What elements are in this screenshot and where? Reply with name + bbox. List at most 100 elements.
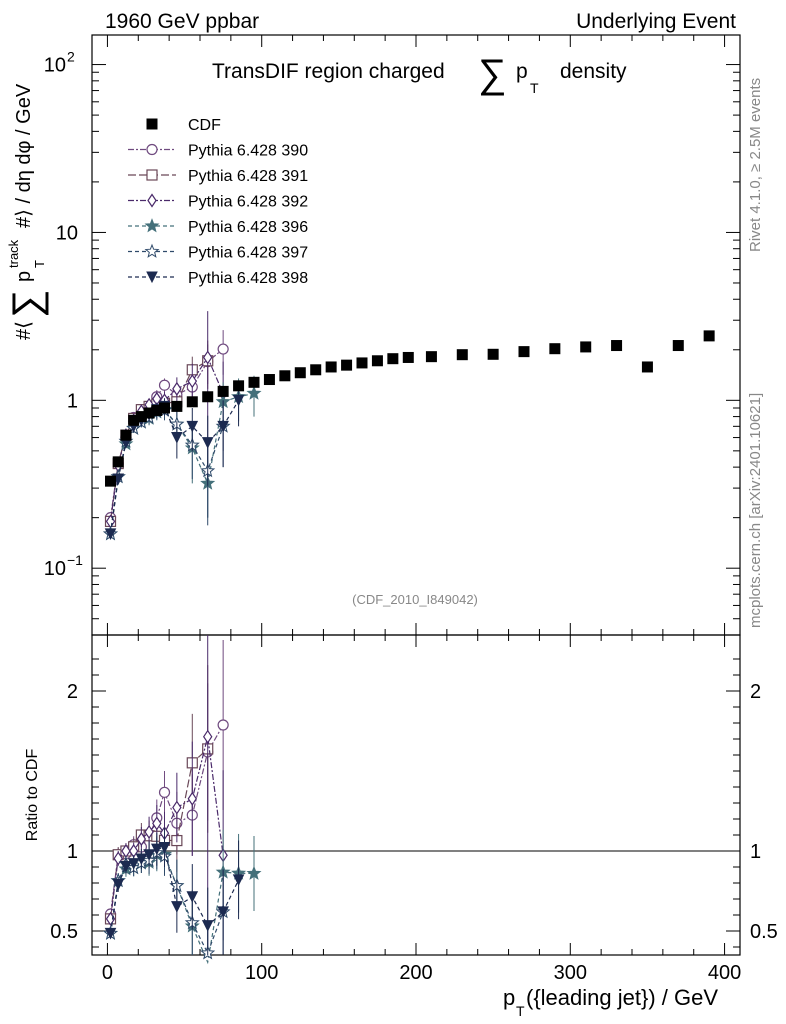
mc-point [104, 528, 117, 541]
ratio-point [171, 901, 183, 913]
mc-series-line [109, 356, 224, 522]
cdf-data-point [425, 351, 437, 363]
legend-label: Pythia 6.428 398 [188, 270, 308, 287]
energy-label: 1960 GeV ppbar [105, 10, 259, 33]
rivet-label: Rivet 4.1.0, ≥ 2.5M events [747, 78, 764, 252]
x-tick-label: 300 [554, 962, 587, 984]
legend-item: Pythia 6.428 391 [128, 168, 308, 185]
mc-point [186, 420, 199, 433]
cdf-data-point [356, 357, 368, 369]
mc-point [172, 381, 182, 396]
cdf-data-point [518, 346, 530, 358]
ratio-point [158, 786, 171, 798]
cdf-data-point [402, 351, 414, 363]
cdf-data-point [143, 407, 155, 419]
cdf-data-point [341, 359, 353, 371]
y-axis-label: #⟨ ∑ p track T #⟩ / dη dφ / GeV [5, 83, 49, 340]
legend-marker [144, 218, 160, 233]
cdf-data-point [135, 411, 147, 423]
x-tick-label: 0 [102, 962, 113, 984]
cdf-data-point [159, 402, 171, 414]
cdf-data-point [202, 391, 214, 403]
cdf-data-point [151, 404, 163, 416]
ratio-point [202, 729, 213, 744]
ratio-point [217, 906, 229, 919]
ylabel-sup: track [6, 239, 21, 268]
process-label: Underlying Event [576, 10, 736, 33]
legend-label: Pythia 6.428 392 [188, 194, 308, 211]
y-tick-base: 10 [44, 55, 66, 77]
ratio-point [143, 849, 155, 861]
cdf-data-point [580, 341, 592, 353]
x-tick-label: 200 [399, 962, 432, 984]
ratio-point [104, 927, 117, 940]
ratio-series-group [102, 635, 262, 965]
mc-point [217, 343, 229, 355]
cdf-data-point [294, 367, 306, 379]
ratio-point [135, 853, 148, 866]
cdf-data-point [263, 374, 275, 386]
ratio-point [201, 920, 214, 932]
ratio-tick-label: 1 [67, 841, 78, 863]
ratio-point [144, 824, 154, 840]
ylabel-prefix: #⟨ [13, 321, 35, 340]
legend-label: Pythia 6.428 390 [188, 143, 308, 160]
ratio-tick-label-right: 0.5 [750, 921, 778, 943]
cdf-data-point [112, 456, 124, 468]
cdf-data-point [120, 429, 132, 441]
legend-label: Pythia 6.428 396 [188, 219, 308, 236]
ratio-tick-label: 2 [67, 681, 78, 703]
cdf-data-point [487, 348, 499, 360]
legend-item: Pythia 6.428 398 [128, 270, 308, 287]
ratio-point [158, 841, 171, 854]
x-tick-label: 400 [708, 962, 741, 984]
xlabel-p: p [503, 985, 515, 1010]
y-tick-exp: 2 [67, 49, 75, 65]
xlabel-rest: ({leading jet}) / GeV [526, 985, 718, 1010]
cdf-data-point [672, 340, 684, 352]
legend-marker [144, 243, 160, 258]
mc-point [246, 385, 262, 400]
legend-marker [147, 193, 157, 208]
mc-point [171, 432, 183, 444]
ratio-series-line [109, 736, 224, 919]
legend-label: CDF [188, 117, 221, 134]
title-prefix: TransDIF region charged [212, 60, 445, 83]
ratio-point [186, 891, 199, 903]
ratio-point [120, 860, 132, 873]
ratio-series [104, 640, 229, 920]
cdf-data-point [310, 364, 322, 376]
legend: CDF Pythia 6.428 390 Pythia 6.428 391 Pythi… [128, 117, 308, 287]
legend-marker [146, 271, 158, 284]
y-tick-exp: −1 [67, 552, 83, 568]
y-tick-label: 10 −1 [44, 552, 83, 580]
cdf-data-point [105, 475, 117, 487]
ylabel-sum: ∑ [5, 289, 49, 318]
cdf-data-point [233, 380, 245, 392]
ratio-tick-label: 0.5 [50, 921, 78, 943]
xlabel-sub: T [516, 1003, 525, 1019]
mc-point [201, 437, 214, 449]
title-sum: ∑ [478, 52, 507, 96]
cdf-data-point [171, 400, 183, 412]
legend-marker [146, 169, 158, 181]
y-tick-base: 1 [67, 390, 78, 412]
title-suffix: density [560, 60, 627, 83]
cdf-data-point [217, 385, 229, 397]
ratio-point [112, 878, 125, 891]
legend-label: Pythia 6.428 397 [188, 245, 308, 262]
legend-label: Pythia 6.428 391 [188, 168, 308, 185]
cdf-data-point [549, 343, 561, 355]
y-tick-label: 1 [67, 390, 78, 412]
mcplots-label: mcplots.cern.ch [arXiv:2401.10621] [747, 393, 764, 628]
cdf-data-point [371, 355, 383, 367]
mc-series [102, 400, 231, 541]
ratio-panel-frame [91, 634, 741, 956]
x-tick-label: 100 [245, 962, 278, 984]
ratio-point [150, 843, 163, 856]
cdf-data-point [611, 340, 623, 352]
cdf-data-point [248, 376, 260, 388]
cdf-data-group [105, 330, 715, 487]
legend-item: Pythia 6.428 392 [128, 193, 308, 211]
